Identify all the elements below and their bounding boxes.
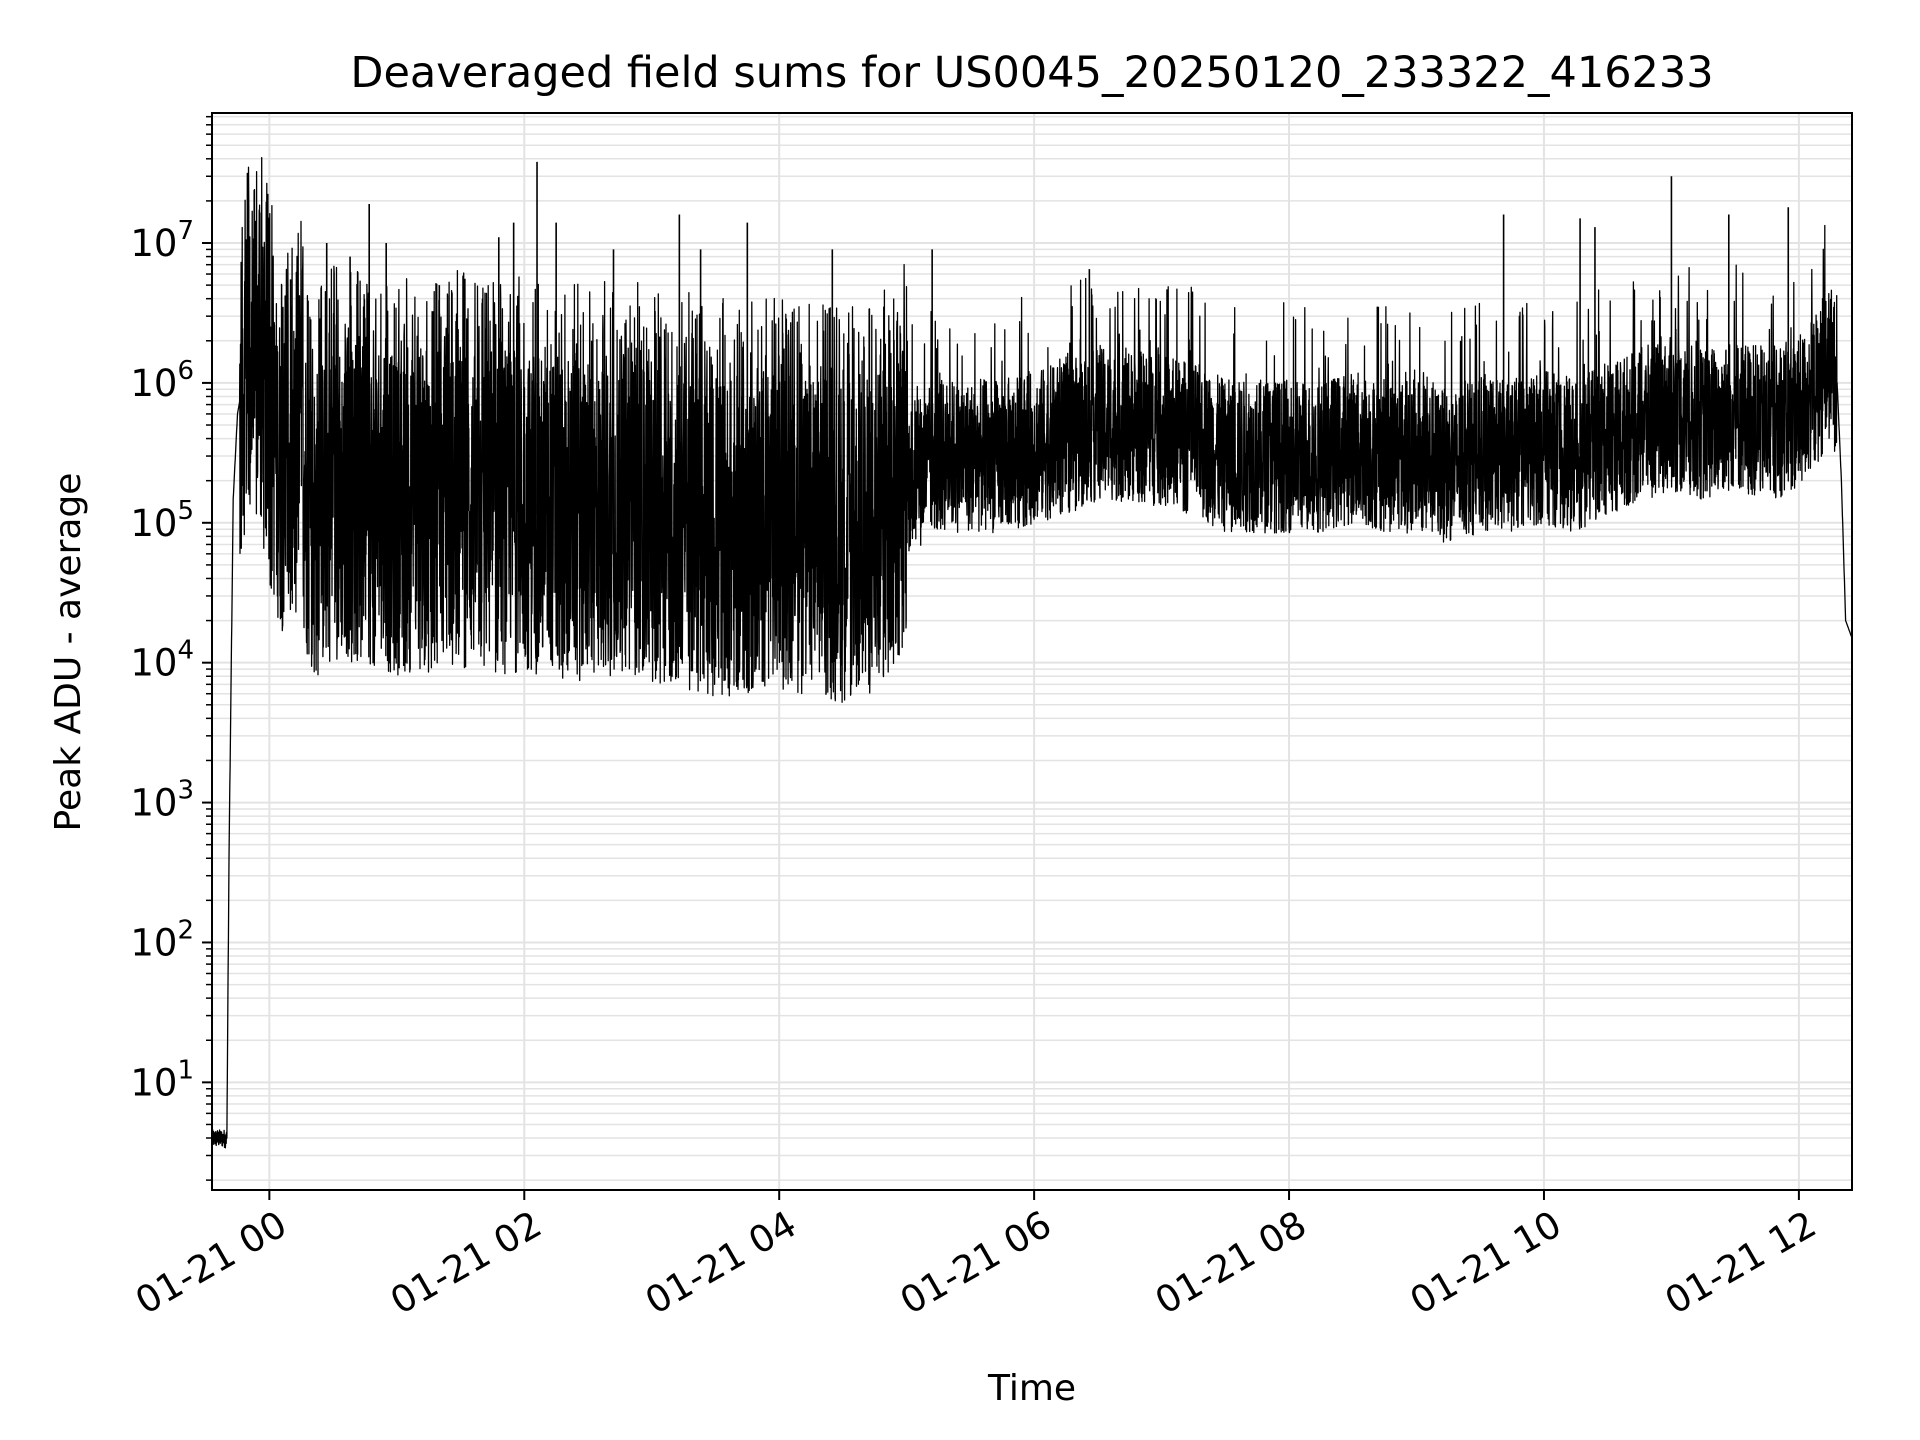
grid — [212, 113, 1852, 1190]
y-tick-label: 103 — [130, 776, 194, 825]
plot-frame — [211, 112, 1853, 1191]
y-tick-label: 105 — [130, 496, 194, 545]
x-axis-label: Time — [987, 1368, 1076, 1409]
y-tick-label: 106 — [130, 356, 194, 405]
series-line — [212, 156, 1852, 1149]
y-axis-label: Peak ADU - average — [48, 473, 89, 832]
y-tick-label: 101 — [130, 1055, 194, 1104]
y-tick-label: 102 — [130, 915, 194, 964]
y-tick-label: 104 — [130, 636, 194, 685]
chart-title: Deaveraged field sums for US0045_2025012… — [350, 48, 1713, 98]
data-layer — [212, 156, 1852, 1149]
y-axis: 101 102 103 104 105 106 107 — [130, 115, 212, 1181]
y-tick-label: 107 — [130, 216, 194, 265]
